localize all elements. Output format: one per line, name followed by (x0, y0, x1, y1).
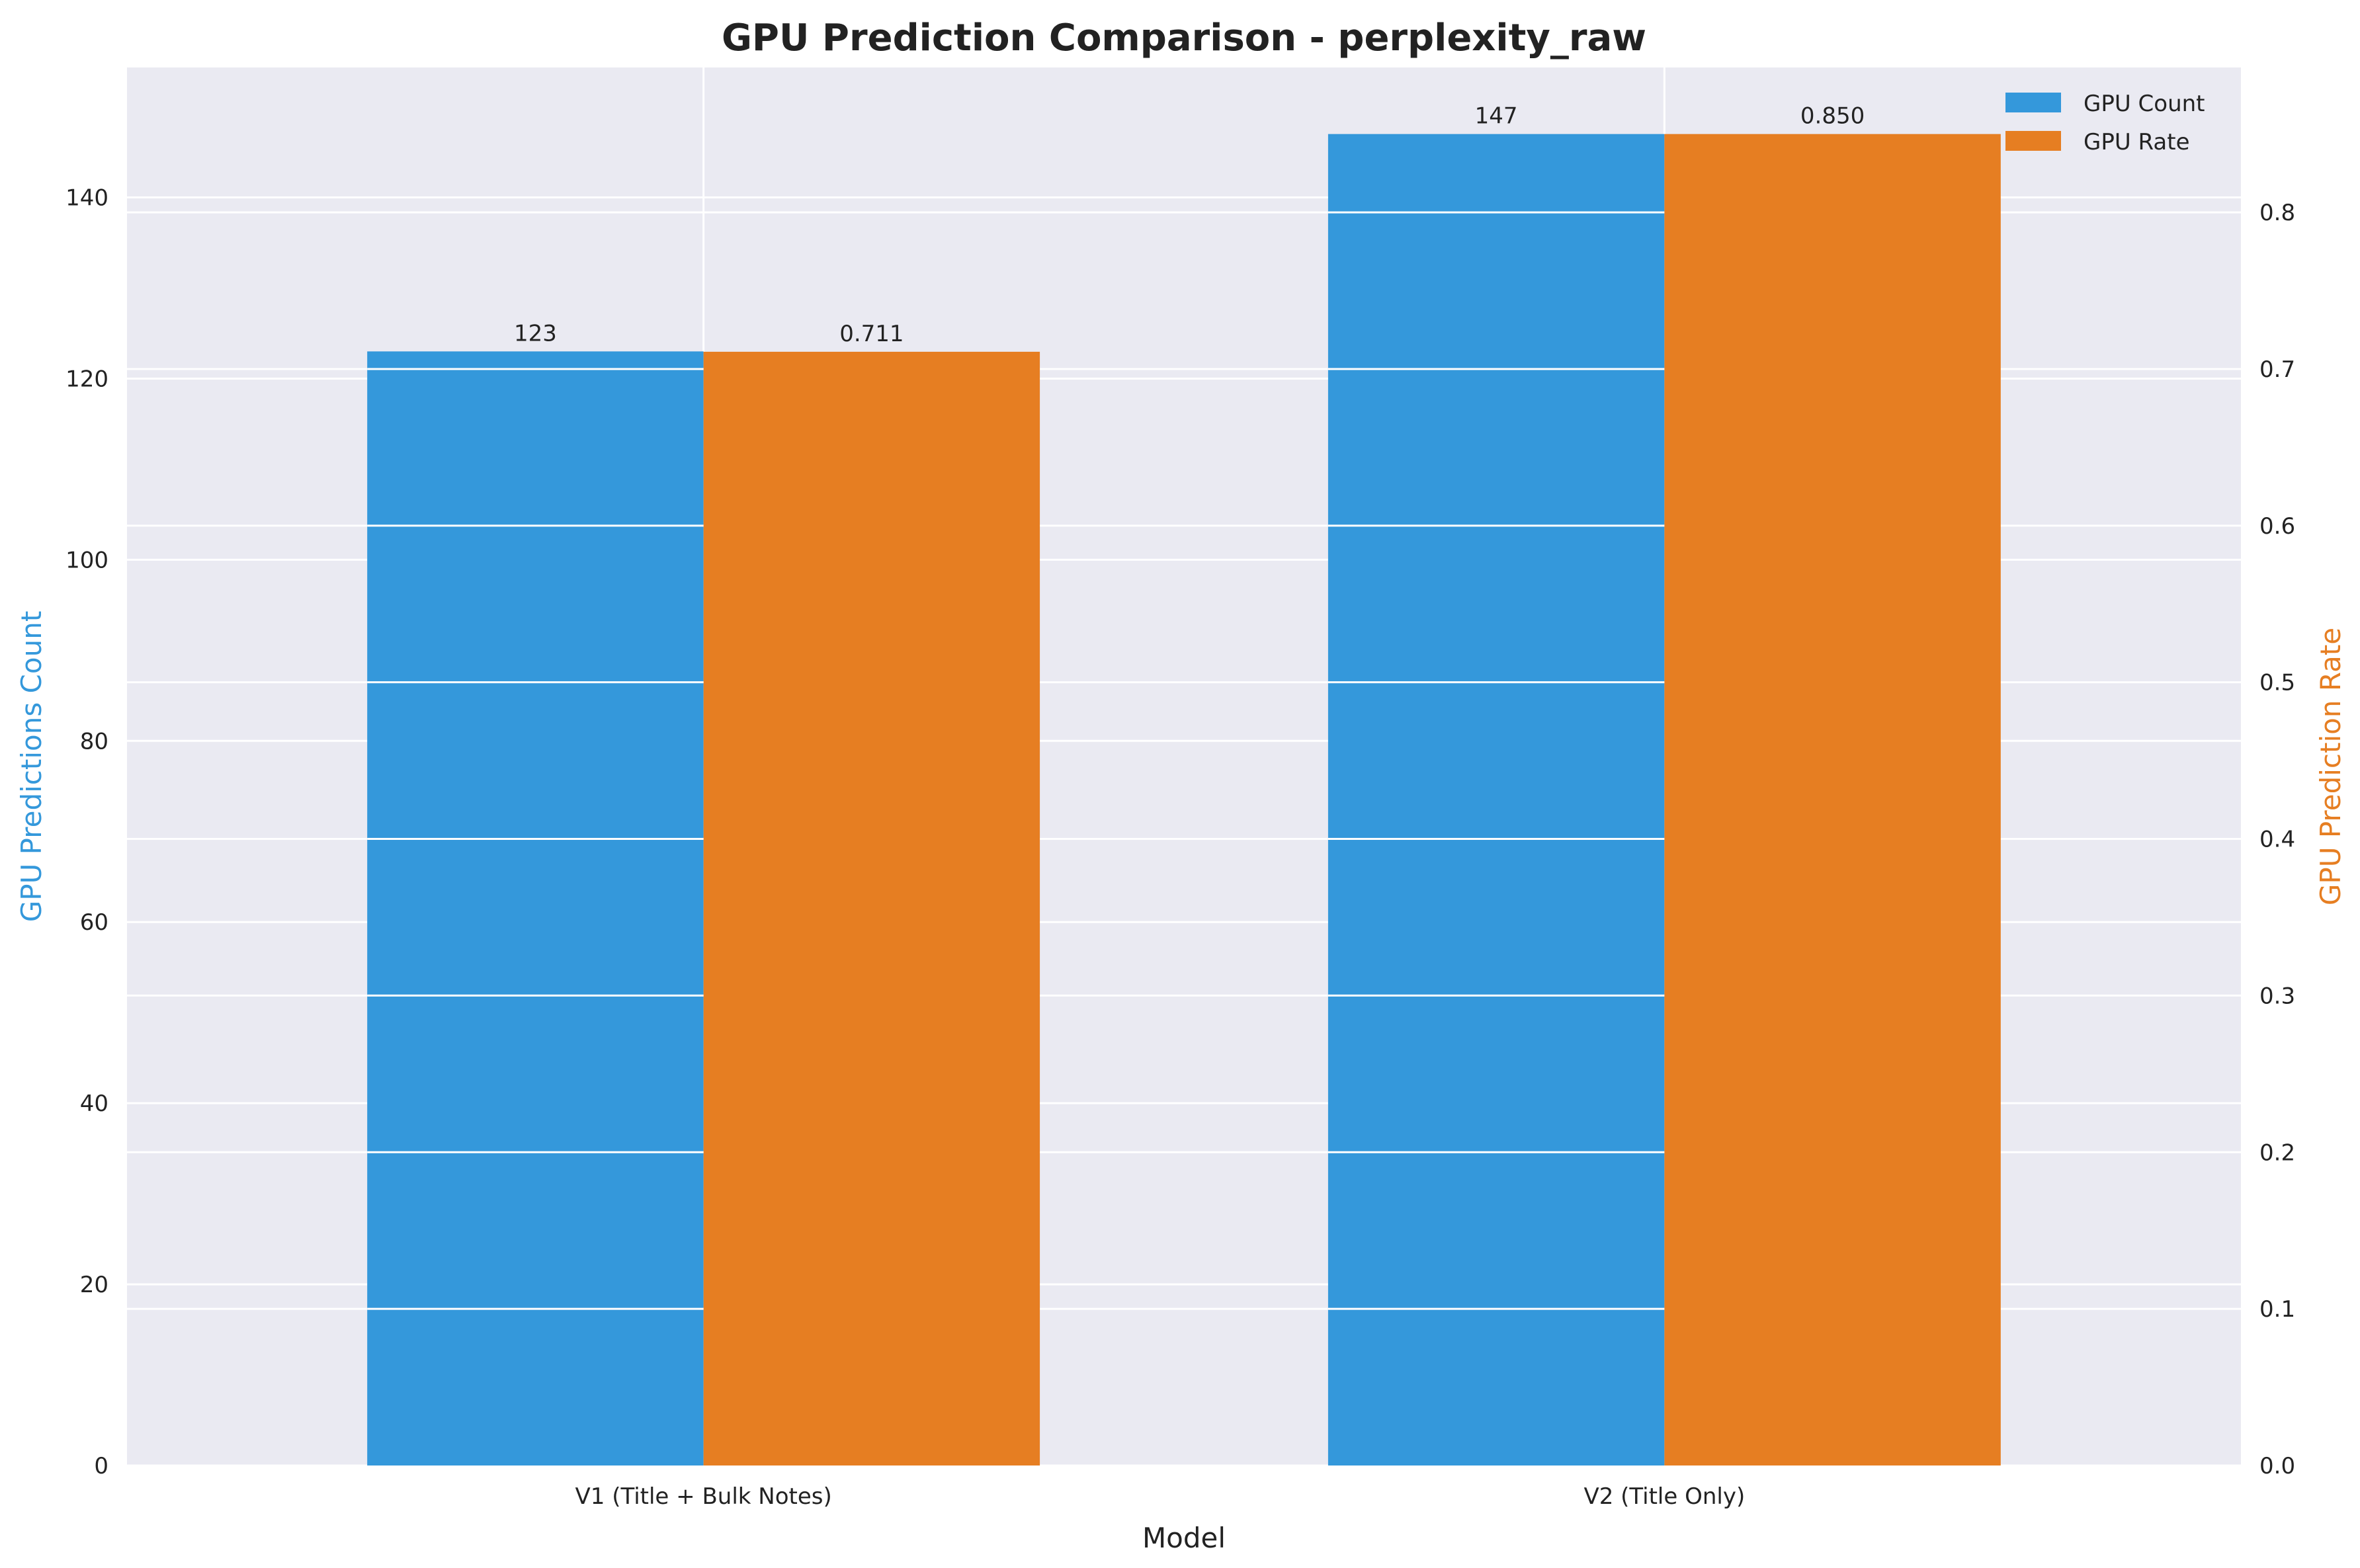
legend-swatch (2005, 131, 2061, 151)
y-right-tick-label: 0.0 (2259, 1453, 2295, 1479)
legend-label: GPU Count (2084, 91, 2205, 117)
y-right-tick-label: 0.4 (2259, 827, 2295, 853)
y-right-tick-label: 0.5 (2259, 670, 2295, 696)
y-axis-right-label: GPU Prediction Rate (2314, 628, 2347, 905)
data-labels: 123 147 0.711 0.850 (514, 103, 1865, 347)
legend: GPU Count GPU Rate (2005, 91, 2205, 155)
y-right-tick-label: 0.6 (2259, 513, 2295, 540)
y-right-tick-label: 0.1 (2259, 1296, 2295, 1323)
y-axis-left-label: GPU Predictions Count (15, 611, 48, 923)
x-tick-label: V2 (Title Only) (1583, 1483, 1745, 1510)
y-left-tick-label: 20 (80, 1272, 108, 1298)
y-right-tick-label: 0.7 (2259, 356, 2295, 383)
bar (1328, 134, 1665, 1466)
y-left-tick-label: 80 (80, 728, 108, 755)
y-left-tick-label: 120 (65, 366, 108, 392)
legend-swatch (2005, 93, 2061, 112)
data-label: 147 (1475, 103, 1518, 130)
y-right-tick-label: 0.3 (2259, 983, 2295, 1009)
bar (703, 351, 1040, 1465)
x-tick-label: V1 (Title + Bulk Notes) (575, 1483, 832, 1510)
bars-grid-overlay (367, 211, 1665, 1310)
y-left-tick-label: 60 (80, 909, 108, 936)
bar (367, 351, 704, 1465)
data-label: 0.711 (839, 321, 904, 347)
y-left-tick-label: 0 (94, 1453, 108, 1479)
data-label: 123 (514, 320, 557, 347)
y-right-tick-labels: 0.0 0.1 0.2 0.3 0.4 0.5 0.6 0.7 0.8 (2259, 200, 2295, 1479)
bar (1664, 134, 2001, 1466)
chart-title: GPU Prediction Comparison - perplexity_r… (722, 17, 1646, 60)
y-left-tick-labels: 0 20 40 60 80 100 120 140 (65, 185, 108, 1479)
x-tick-labels: V1 (Title + Bulk Notes) V2 (Title Only) (575, 1483, 1746, 1510)
y-left-tick-label: 140 (65, 185, 108, 212)
data-label: 0.850 (1800, 103, 1865, 130)
y-left-tick-label: 100 (65, 547, 108, 573)
y-right-tick-label: 0.8 (2259, 200, 2295, 226)
y-left-tick-label: 40 (80, 1091, 108, 1117)
bars (367, 134, 2001, 1466)
y-right-tick-label: 0.2 (2259, 1139, 2295, 1166)
x-axis-label: Model (1142, 1522, 1226, 1554)
legend-label: GPU Rate (2084, 129, 2190, 155)
